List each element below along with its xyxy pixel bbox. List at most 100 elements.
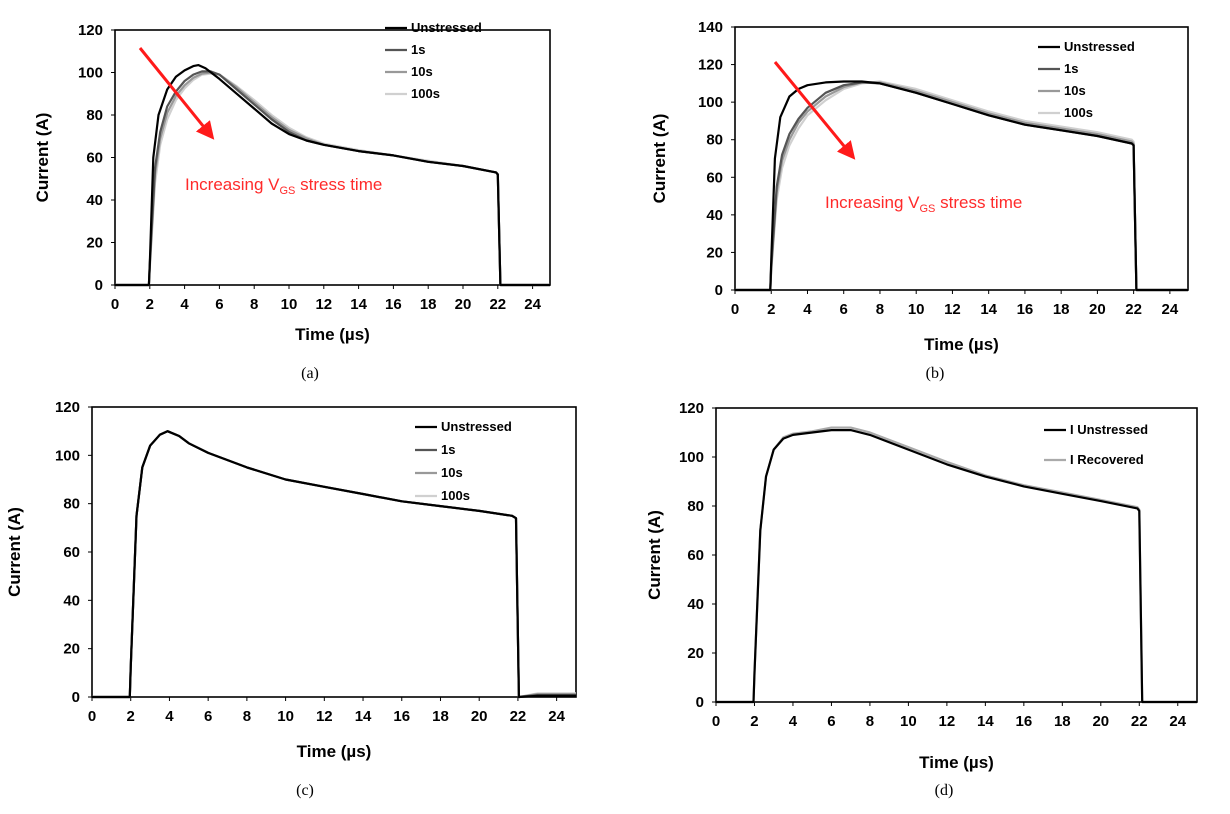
x-tick-label: 0 [712,713,720,730]
x-tick-label: 4 [180,296,189,313]
x-tick-label: 10 [281,296,298,313]
x-tick-label: 4 [789,713,798,730]
x-tick-label: 10 [277,708,294,725]
x-axis-title: Time (µs) [297,742,372,761]
legend-label: Unstressed [1064,39,1135,54]
x-tick-label: 14 [350,296,367,313]
legend-label: 10s [411,64,433,79]
y-tick-label: 0 [696,694,704,711]
y-axis-title: Current (A) [5,507,24,597]
y-tick-label: 40 [687,596,704,613]
x-tick-label: 8 [243,708,251,725]
x-tick-label: 20 [471,708,488,725]
legend-label: 1s [411,42,425,57]
plot-frame [734,26,1189,291]
x-tick-label: 24 [1169,713,1186,730]
y-tick-label: 20 [706,244,723,261]
x-tick-label: 16 [1017,301,1034,318]
annotation-arrow [773,61,856,160]
y-tick-label: 60 [706,169,723,186]
y-tick-label: 60 [86,150,103,167]
legend-label: 1s [1064,61,1078,76]
x-tick-label: 6 [204,708,212,725]
x-tick-label: 6 [827,713,835,730]
legend-label: 100s [411,86,440,101]
y-tick-label: 100 [55,447,80,464]
y-tick-label: 20 [86,235,103,252]
legend-label: I Unstressed [1070,422,1148,437]
series-line-1s [735,81,1188,292]
x-tick-label: 16 [385,296,402,313]
x-tick-label: 0 [731,301,739,318]
x-tick-label: 22 [510,708,527,725]
x-axis-title: Time (µs) [924,335,999,354]
plot-frame [114,29,551,286]
panel-caption: (a) [301,365,319,382]
panel-caption: (d) [935,782,954,799]
series-line-unstressed [92,430,576,699]
x-tick-label: 14 [980,301,997,318]
y-axis-title: Current (A) [650,114,669,204]
y-tick-label: 0 [95,277,103,294]
y-axis-title: Current (A) [33,113,52,203]
y-tick-label: 100 [698,94,723,111]
legend-label: Unstressed [441,419,512,434]
legend-label: 1s [441,442,455,457]
x-tick-label: 16 [1015,713,1032,730]
y-tick-label: 40 [706,207,723,224]
x-tick-label: 2 [146,296,154,313]
x-tick-label: 24 [524,296,541,313]
x-tick-label: 24 [548,708,565,725]
x-tick-label: 4 [165,708,174,725]
legend-label: 100s [1064,105,1093,120]
x-tick-label: 4 [803,301,812,318]
y-tick-label: 120 [55,399,80,416]
x-axis-title: Time (µs) [295,325,370,344]
panel-caption: (b) [926,365,945,382]
y-tick-label: 40 [63,592,80,609]
x-tick-label: 16 [393,708,410,725]
x-tick-label: 14 [355,708,372,725]
x-tick-label: 22 [1125,301,1142,318]
y-tick-label: 120 [679,400,704,417]
y-tick-label: 20 [63,641,80,658]
y-tick-label: 40 [86,192,103,209]
x-tick-label: 0 [111,296,119,313]
series-line-unstressed [735,80,1188,292]
x-tick-label: 18 [1054,713,1071,730]
legend-label: Unstressed [411,20,482,35]
x-tick-label: 6 [840,301,848,318]
y-tick-label: 20 [687,645,704,662]
x-tick-label: 18 [420,296,437,313]
legend-label: I Recovered [1070,452,1144,467]
x-axis-title: Time (µs) [919,753,994,772]
x-tick-label: 12 [316,708,333,725]
x-tick-label: 14 [977,713,994,730]
legend-label: 10s [441,465,463,480]
y-tick-label: 80 [687,498,704,515]
x-tick-label: 22 [1131,713,1148,730]
y-tick-label: 60 [687,547,704,564]
y-axis-title: Current (A) [645,510,664,600]
series-line-i-recovered [716,426,1197,704]
x-tick-label: 12 [315,296,332,313]
x-tick-label: 24 [1162,301,1179,318]
y-tick-label: 100 [679,449,704,466]
annotation-text: Increasing VGS stress time [185,175,382,197]
x-tick-label: 2 [767,301,775,318]
x-tick-label: 2 [127,708,135,725]
x-tick-label: 8 [876,301,884,318]
x-tick-label: 22 [489,296,506,313]
series-line-1s [92,430,576,699]
y-tick-label: 120 [78,22,103,39]
annotation-text: Increasing VGS stress time [825,193,1022,215]
x-tick-label: 10 [908,301,925,318]
x-tick-label: 20 [1092,713,1109,730]
x-tick-label: 8 [866,713,874,730]
y-tick-label: 120 [698,57,723,74]
legend-label: 10s [1064,83,1086,98]
series-line-100s [92,430,576,699]
